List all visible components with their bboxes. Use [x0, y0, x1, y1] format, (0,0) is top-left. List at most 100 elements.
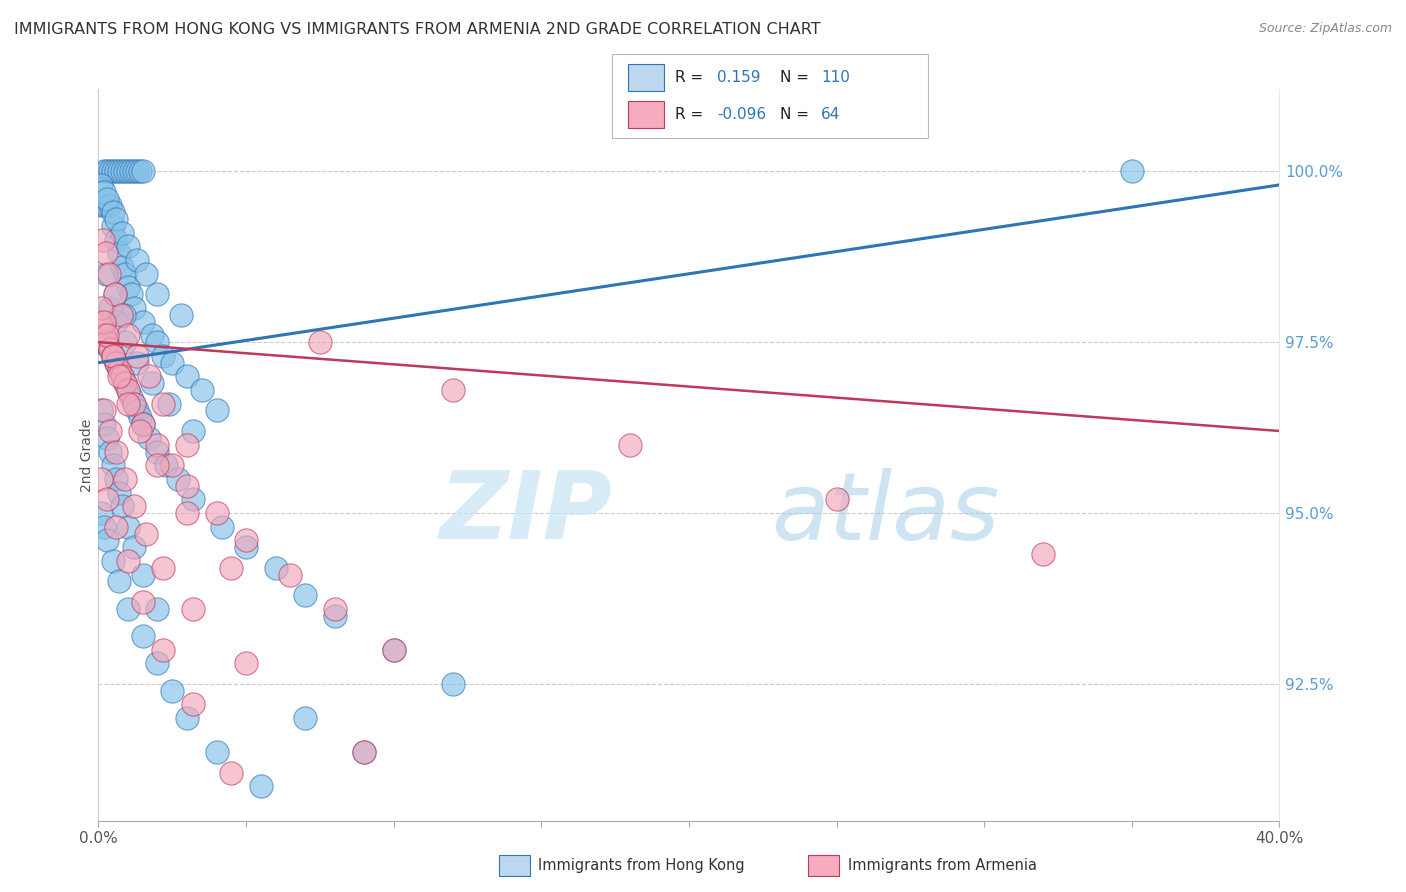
Point: [111, 164, 134, 178]
Text: ZIP: ZIP: [439, 467, 612, 559]
Point: [108, 369, 131, 384]
Point: [125, 349, 148, 363]
Point: [382, 642, 405, 657]
Point: [98, 342, 121, 356]
Point: [138, 431, 160, 445]
Point: [96, 198, 118, 212]
Point: [132, 417, 155, 432]
Point: [90, 335, 112, 350]
Point: [112, 308, 135, 322]
Text: N =: N =: [780, 70, 814, 85]
Point: [105, 519, 128, 533]
Point: [353, 745, 375, 759]
Point: [141, 328, 163, 343]
Text: Immigrants from Hong Kong: Immigrants from Hong Kong: [538, 858, 745, 872]
Point: [93, 198, 115, 212]
Point: [125, 253, 148, 268]
Point: [93, 519, 115, 533]
Point: [122, 397, 145, 411]
Point: [122, 164, 145, 178]
Point: [250, 780, 273, 794]
Point: [132, 567, 155, 582]
Point: [152, 349, 174, 363]
Point: [619, 438, 641, 452]
Point: [146, 601, 169, 615]
Y-axis label: 2nd Grade: 2nd Grade: [80, 418, 94, 491]
Point: [146, 657, 169, 671]
Point: [90, 301, 112, 315]
Point: [141, 376, 163, 391]
Point: [441, 383, 464, 397]
Point: [96, 192, 118, 206]
Point: [117, 164, 139, 178]
Point: [382, 642, 405, 657]
Point: [181, 424, 204, 438]
Point: [90, 472, 112, 486]
Point: [90, 315, 112, 329]
Point: [441, 677, 464, 691]
Point: [117, 383, 139, 397]
Point: [146, 438, 169, 452]
Point: [110, 308, 132, 322]
Point: [104, 287, 127, 301]
Point: [103, 164, 125, 178]
Point: [167, 472, 190, 486]
Point: [323, 608, 346, 623]
Point: [146, 335, 169, 350]
Point: [120, 390, 142, 404]
Point: [98, 164, 121, 178]
Point: [825, 492, 848, 507]
Point: [162, 356, 183, 370]
Point: [96, 335, 118, 350]
Point: [108, 574, 131, 589]
Point: [105, 472, 128, 486]
Point: [170, 308, 193, 322]
Point: [93, 417, 115, 432]
Point: [103, 458, 125, 472]
Point: [125, 403, 148, 417]
Point: [235, 657, 257, 671]
Point: [103, 205, 125, 219]
Point: [91, 335, 114, 350]
Point: [235, 533, 257, 548]
Point: [93, 403, 115, 417]
Point: [103, 349, 125, 363]
Point: [132, 417, 155, 432]
Point: [128, 424, 150, 438]
Point: [93, 185, 115, 199]
Point: [117, 519, 139, 533]
Point: [98, 424, 121, 438]
Point: [103, 219, 125, 233]
Point: [120, 164, 142, 178]
Point: [138, 369, 160, 384]
Point: [114, 472, 136, 486]
Point: [176, 478, 198, 492]
Point: [96, 533, 118, 548]
Point: [152, 560, 174, 574]
Point: [132, 595, 155, 609]
Point: [111, 260, 134, 274]
Point: [90, 178, 112, 192]
Point: [105, 164, 128, 178]
Point: [176, 369, 198, 384]
Point: [93, 164, 115, 178]
Point: [278, 847, 302, 862]
Point: [135, 526, 157, 541]
Point: [120, 287, 142, 301]
Point: [111, 226, 134, 240]
Point: [122, 301, 145, 315]
Text: N =: N =: [780, 107, 814, 122]
Point: [181, 601, 204, 615]
Point: [191, 383, 214, 397]
Point: [353, 745, 375, 759]
Point: [117, 601, 139, 615]
Point: [97, 267, 120, 281]
Point: [105, 356, 128, 370]
Point: [90, 506, 112, 520]
Text: 110: 110: [821, 70, 851, 85]
Point: [1032, 547, 1054, 561]
Point: [114, 376, 136, 391]
Point: [117, 554, 139, 568]
Point: [146, 458, 169, 472]
Point: [91, 233, 114, 247]
